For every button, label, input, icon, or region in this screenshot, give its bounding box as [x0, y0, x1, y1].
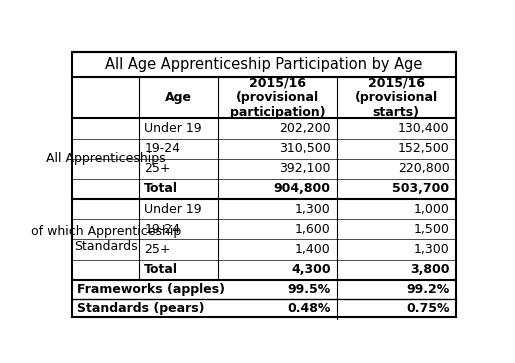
Text: Under 19: Under 19 [144, 122, 202, 135]
Text: 25+: 25+ [144, 243, 170, 256]
Text: Frameworks (apples): Frameworks (apples) [77, 283, 225, 296]
Text: of which Apprenticeship
Standards: of which Apprenticeship Standards [31, 225, 181, 253]
Text: 1,600: 1,600 [295, 223, 331, 236]
Text: Total: Total [144, 183, 178, 195]
Text: 310,500: 310,500 [279, 142, 331, 155]
Text: 25+: 25+ [144, 162, 170, 175]
Text: All Age Apprenticeship Participation by Age: All Age Apprenticeship Participation by … [105, 57, 423, 72]
Text: 1,500: 1,500 [414, 223, 450, 236]
Text: 0.75%: 0.75% [406, 302, 450, 315]
Text: 19-24: 19-24 [144, 223, 180, 236]
Text: 4,300: 4,300 [291, 263, 331, 276]
Text: 503,700: 503,700 [392, 183, 450, 195]
Text: 1,300: 1,300 [295, 203, 331, 216]
Text: 220,800: 220,800 [398, 162, 450, 175]
Text: 99.2%: 99.2% [406, 283, 450, 296]
Text: 0.48%: 0.48% [287, 302, 331, 315]
Text: 130,400: 130,400 [398, 122, 450, 135]
Text: All Apprenticeships: All Apprenticeships [46, 152, 166, 165]
FancyBboxPatch shape [72, 52, 455, 318]
Text: Age: Age [165, 91, 192, 104]
Text: 3,800: 3,800 [410, 263, 450, 276]
Text: 19-24: 19-24 [144, 142, 180, 155]
Text: 152,500: 152,500 [398, 142, 450, 155]
Text: 202,200: 202,200 [279, 122, 331, 135]
Text: Total: Total [144, 263, 178, 276]
Text: 1,300: 1,300 [414, 243, 450, 256]
Text: Under 19: Under 19 [144, 203, 202, 216]
Text: 904,800: 904,800 [274, 183, 331, 195]
Text: 1,000: 1,000 [414, 203, 450, 216]
Text: 2015/16
(provisional
participation): 2015/16 (provisional participation) [230, 76, 325, 119]
Text: 1,400: 1,400 [295, 243, 331, 256]
Text: 2015/16
(provisional
starts): 2015/16 (provisional starts) [354, 76, 438, 119]
Text: 392,100: 392,100 [279, 162, 331, 175]
Text: 99.5%: 99.5% [287, 283, 331, 296]
Text: Standards (pears): Standards (pears) [77, 302, 204, 315]
